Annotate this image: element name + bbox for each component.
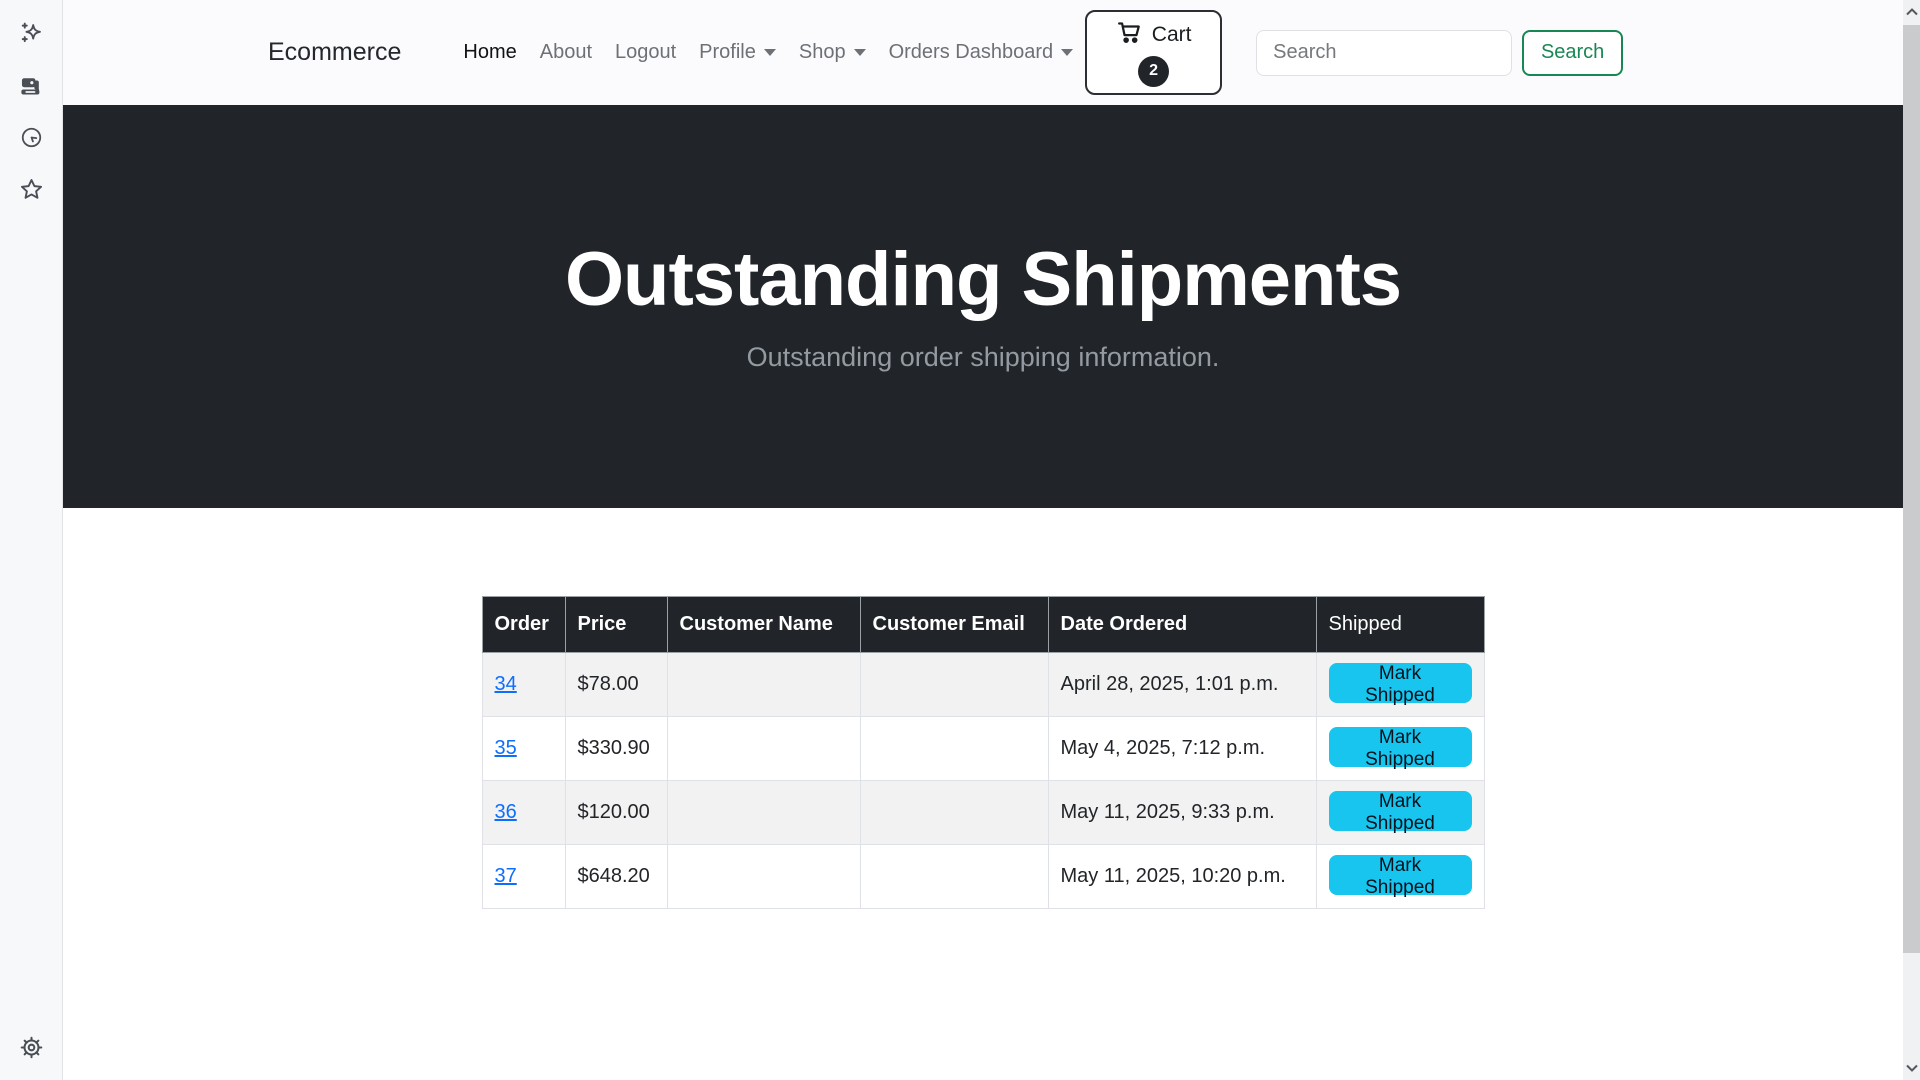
mark-shipped-button[interactable]: Mark Shipped [1328,662,1472,706]
customer-name-cell [666,780,861,845]
header-shipped: Shipped [1315,596,1485,653]
table-header-row: Order Price Customer Name Customer Email… [481,596,1485,653]
customer-email-cell [859,844,1049,909]
cart-count-badge: 2 [1138,55,1170,87]
customer-name-cell [666,844,861,909]
date-ordered-cell: May 11, 2025, 10:20 p.m. [1047,844,1317,909]
table-row: 35 $330.90 May 4, 2025, 7:12 p.m. Mark S… [481,716,1485,781]
order-link[interactable]: 35 [494,737,517,759]
order-link[interactable]: 34 [494,673,517,695]
order-link[interactable]: 36 [494,801,517,823]
synced-tabs-icon[interactable] [14,68,48,102]
hero-banner: Outstanding Shipments Outstanding order … [63,105,1903,508]
customer-email-cell [859,652,1049,717]
price-cell: $78.00 [564,652,668,717]
nav-link-orders-dashboard-label: Orders Dashboard [888,41,1054,63]
page-subtitle: Outstanding order shipping information. [746,341,1220,372]
nav-link-orders-dashboard[interactable]: Orders Dashboard [889,41,1074,64]
nav-link-shop[interactable]: Shop [799,41,866,64]
nav-link-about[interactable]: About [539,41,592,63]
date-ordered-cell: May 4, 2025, 7:12 p.m. [1047,716,1317,781]
price-cell: $120.00 [564,780,668,845]
customer-email-cell [859,780,1049,845]
cart-label: Cart [1151,23,1192,46]
search-button[interactable]: Search [1522,29,1624,76]
settings-gear-icon[interactable] [14,1030,48,1064]
customer-name-cell [666,716,861,781]
date-ordered-cell: April 28, 2025, 1:01 p.m. [1047,652,1317,717]
header-date-ordered: Date Ordered [1047,596,1317,653]
bookmarks-icon[interactable] [14,172,48,206]
brand-link[interactable]: Ecommerce [268,38,402,66]
mark-shipped-button[interactable]: Mark Shipped [1328,854,1472,898]
nav-links: Home About Logout Profile Shop Orders Da… [463,41,1074,64]
cart-icon [1116,19,1143,52]
ai-sparkle-icon[interactable] [14,16,48,50]
nav-link-shop-label: Shop [798,41,846,63]
customer-name-cell [666,652,861,717]
chevron-down-icon [1061,49,1074,56]
cart-button[interactable]: Cart 2 [1085,10,1223,95]
scroll-up-button[interactable] [1903,0,1920,24]
header-price: Price [564,596,668,653]
table-row: 37 $648.20 May 11, 2025, 10:20 p.m. Mark… [481,844,1485,909]
price-cell: $330.90 [564,716,668,781]
mark-shipped-button[interactable]: Mark Shipped [1328,726,1472,770]
nav-link-profile-label: Profile [699,41,756,63]
header-customer-name: Customer Name [666,596,861,653]
chevron-down-icon [853,49,866,56]
browser-sidebar [0,0,63,1080]
mark-shipped-button[interactable]: Mark Shipped [1328,790,1472,834]
page-title: Outstanding Shipments [564,237,1402,323]
customer-email-cell [859,716,1049,781]
shipments-table: Order Price Customer Name Customer Email… [481,596,1485,909]
table-row: 36 $120.00 May 11, 2025, 9:33 p.m. Mark … [481,780,1485,845]
price-cell: $648.20 [564,844,668,909]
scrollbar-thumb[interactable] [1903,25,1920,953]
scrollbar[interactable] [1903,0,1920,1080]
table-row: 34 $78.00 April 28, 2025, 1:01 p.m. Mark… [481,652,1485,717]
main-content: Order Price Customer Name Customer Email… [63,596,1903,1080]
history-icon[interactable] [14,120,48,154]
nav-link-profile[interactable]: Profile [699,41,776,64]
nav-link-logout[interactable]: Logout [615,41,677,63]
navbar: Ecommerce Home About Logout Profile Shop… [63,0,1903,105]
date-ordered-cell: May 11, 2025, 9:33 p.m. [1047,780,1317,845]
scroll-down-button[interactable] [1903,1056,1920,1080]
nav-link-home[interactable]: Home [463,41,517,63]
order-link[interactable]: 37 [494,865,517,887]
header-order: Order [481,596,566,653]
header-customer-email: Customer Email [859,596,1049,653]
chevron-down-icon [763,49,776,56]
page: Ecommerce Home About Logout Profile Shop… [63,0,1903,1080]
search-input[interactable] [1256,29,1513,76]
search-form: Search [1256,29,1624,76]
